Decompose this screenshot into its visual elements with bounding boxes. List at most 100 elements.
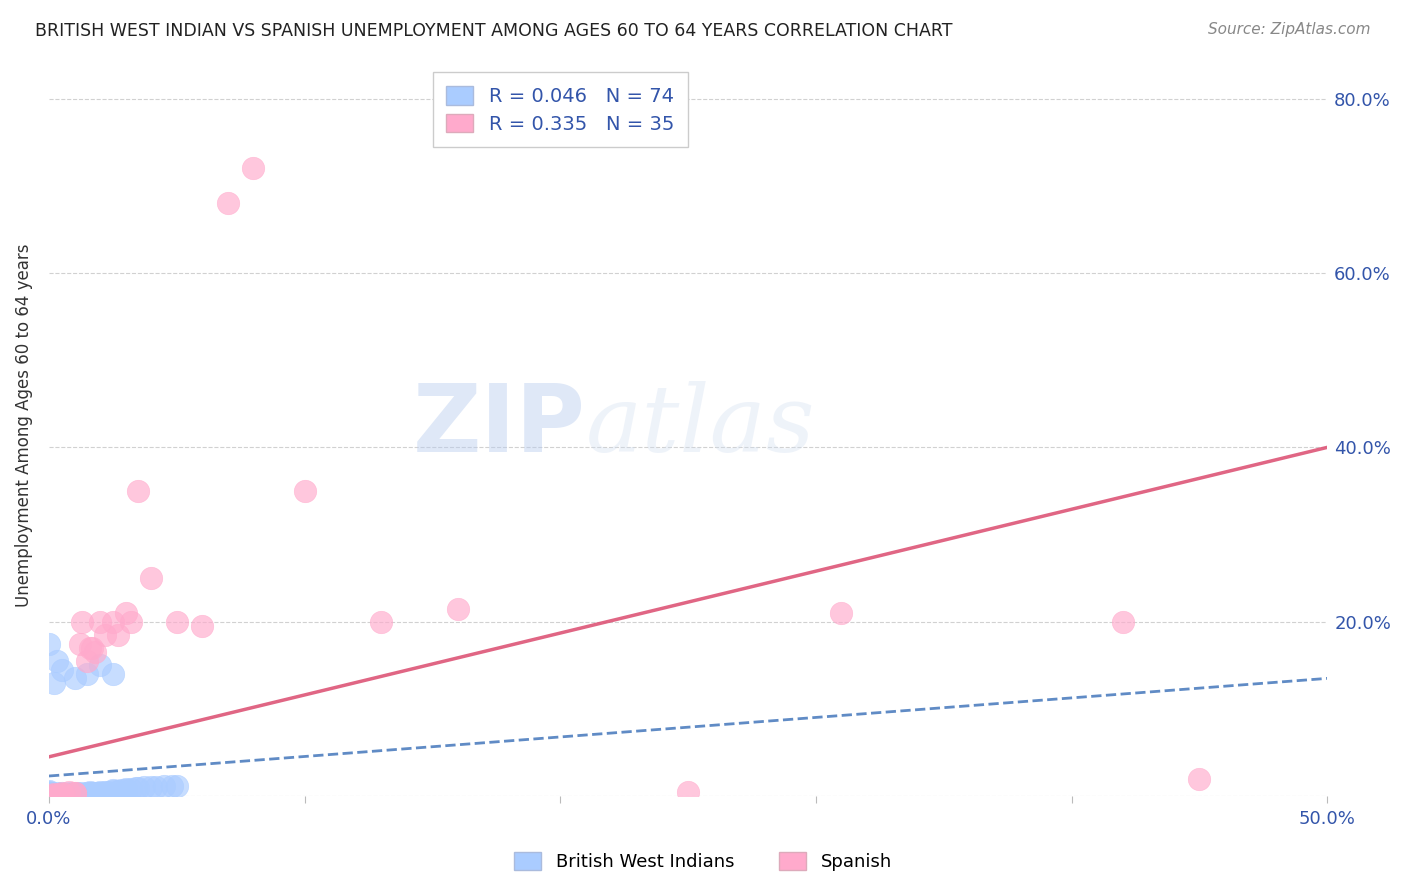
Point [141, 571, 163, 585]
Point [51, 789, 73, 803]
Point [82, 787, 104, 801]
Point [42, 787, 65, 801]
Point [107, 784, 129, 798]
Point [45, 654, 67, 668]
Point [76, 786, 98, 800]
Point [38, 786, 60, 800]
Point [60, 788, 83, 802]
Point [114, 606, 136, 620]
Point [145, 780, 167, 795]
Point [101, 667, 124, 681]
Point [66, 787, 89, 801]
Point [66, 788, 89, 802]
Point [94, 628, 117, 642]
Point [51, 788, 73, 802]
Point [166, 615, 188, 629]
Point [69, 636, 91, 650]
Legend: British West Indians, Spanish: British West Indians, Spanish [506, 846, 900, 879]
Point [69, 788, 91, 802]
Point [58, 787, 80, 801]
Point [89, 787, 111, 801]
Point [127, 483, 149, 498]
Point [86, 786, 108, 800]
Point [125, 781, 148, 796]
Text: Source: ZipAtlas.com: Source: ZipAtlas.com [1208, 22, 1371, 37]
Point [132, 780, 155, 795]
Point [110, 783, 132, 797]
Point [89, 785, 111, 799]
Point [53, 788, 76, 802]
Point [45, 787, 67, 801]
Point [56, 788, 79, 802]
Point [217, 196, 239, 211]
Point [160, 779, 183, 793]
Point [51, 787, 73, 801]
Point [191, 619, 214, 633]
Point [89, 658, 111, 673]
Point [127, 781, 149, 796]
Point [63, 789, 86, 803]
Point [42, 675, 65, 690]
Point [48, 788, 70, 802]
Point [70, 787, 93, 801]
Point [48, 787, 70, 801]
Point [94, 785, 117, 799]
Point [101, 784, 124, 798]
Point [82, 640, 104, 655]
Point [51, 787, 73, 801]
Point [73, 787, 96, 801]
Point [58, 787, 80, 801]
Point [45, 788, 67, 802]
Point [41, 788, 63, 802]
Point [42, 788, 65, 802]
Point [56, 789, 79, 803]
Point [101, 783, 124, 797]
Point [63, 672, 86, 686]
Point [38, 785, 60, 799]
Point [38, 787, 60, 801]
Point [51, 663, 73, 677]
Text: BRITISH WEST INDIAN VS SPANISH UNEMPLOYMENT AMONG AGES 60 TO 64 YEARS CORRELATIO: BRITISH WEST INDIAN VS SPANISH UNEMPLOYM… [35, 22, 953, 40]
Point [79, 640, 101, 655]
Point [84, 645, 107, 659]
Point [38, 788, 60, 802]
Point [114, 783, 136, 797]
Point [141, 780, 163, 795]
Point [38, 789, 60, 803]
Point [79, 785, 101, 799]
Point [38, 787, 60, 801]
Point [120, 615, 142, 629]
Point [79, 787, 101, 801]
Point [53, 787, 76, 801]
Legend: R = 0.046   N = 74, R = 0.335   N = 35: R = 0.046 N = 74, R = 0.335 N = 35 [433, 72, 688, 147]
Point [38, 787, 60, 801]
Point [84, 786, 107, 800]
Point [60, 787, 83, 801]
Point [58, 788, 80, 802]
Point [69, 787, 91, 801]
Point [63, 786, 86, 800]
Point [63, 788, 86, 802]
Point [370, 615, 392, 629]
Point [101, 615, 124, 629]
Text: ZIP: ZIP [413, 380, 586, 472]
Point [45, 787, 67, 801]
Point [166, 779, 188, 793]
Point [97, 785, 120, 799]
Point [38, 789, 60, 803]
Point [1188, 772, 1211, 786]
Point [38, 784, 60, 798]
Point [48, 787, 70, 801]
Text: atlas: atlas [586, 381, 815, 471]
Point [56, 787, 79, 801]
Point [294, 483, 316, 498]
Point [76, 787, 98, 801]
Point [38, 636, 60, 650]
Point [120, 782, 142, 797]
Point [70, 615, 93, 629]
Point [53, 787, 76, 801]
Point [114, 782, 136, 797]
Y-axis label: Unemployment Among Ages 60 to 64 years: Unemployment Among Ages 60 to 64 years [15, 244, 32, 607]
Point [676, 785, 699, 799]
Point [447, 601, 470, 615]
